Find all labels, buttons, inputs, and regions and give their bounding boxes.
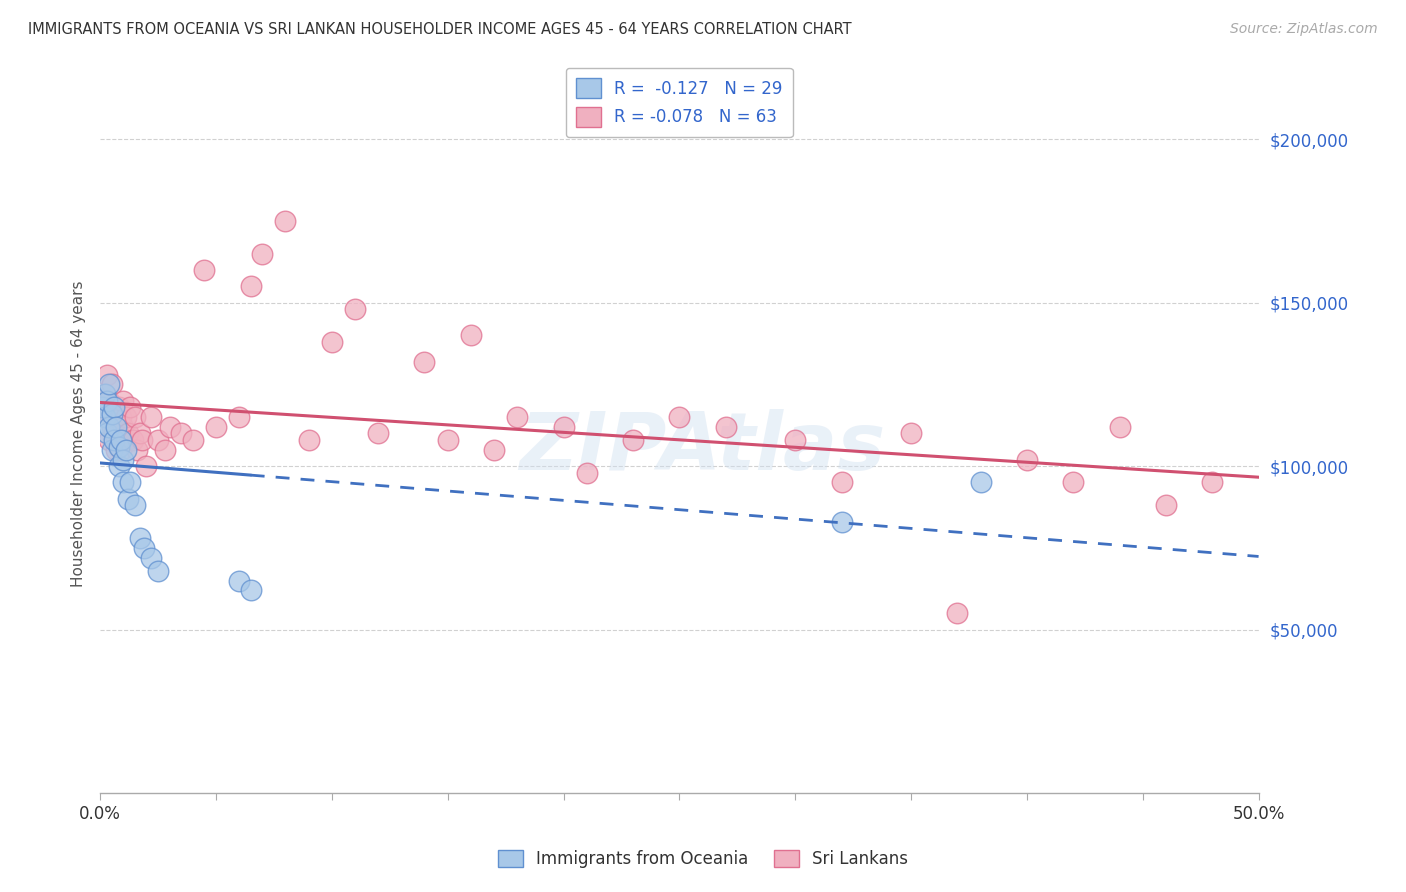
Point (343, 302, 366, 317)
Point (139, 550, 162, 565)
Point (100, 442, 122, 457)
Point (170, 426, 193, 441)
Point (831, 475, 853, 490)
Point (112, 452, 135, 467)
Point (159, 420, 181, 434)
Point (117, 426, 139, 441)
Point (153, 442, 176, 457)
Point (575, 466, 598, 480)
Point (193, 263, 215, 277)
Point (181, 433, 204, 447)
Point (1015, 452, 1038, 467)
Point (413, 354, 436, 368)
Point (107, 440, 129, 454)
Point (714, 420, 737, 434)
Point (94, 410, 117, 425)
Point (94, 387, 117, 401)
Point (110, 410, 132, 425)
Point (105, 420, 128, 434)
Point (105, 410, 128, 425)
Point (785, 433, 807, 447)
Point (969, 475, 991, 490)
Point (121, 433, 143, 447)
Point (110, 433, 132, 447)
Point (460, 328, 482, 343)
Point (96, 410, 118, 425)
Point (298, 433, 321, 447)
Point (98, 420, 121, 434)
Point (117, 491, 139, 506)
Point (1154, 499, 1177, 513)
Point (98, 377, 121, 392)
Point (112, 393, 135, 408)
Point (131, 433, 153, 447)
Point (1108, 420, 1130, 434)
Point (98, 433, 121, 447)
Point (110, 442, 132, 457)
Point (139, 410, 162, 425)
Point (91, 401, 114, 415)
Point (120, 401, 142, 415)
Y-axis label: Householder Income Ages 45 - 64 years: Householder Income Ages 45 - 64 years (72, 280, 86, 587)
Point (91, 401, 114, 415)
Point (114, 433, 136, 447)
Point (831, 515, 853, 529)
Legend: R =  -0.127   N = 29, R = -0.078   N = 63: R = -0.127 N = 29, R = -0.078 N = 63 (567, 68, 793, 136)
Point (274, 214, 297, 228)
Point (228, 410, 250, 425)
Point (506, 410, 529, 425)
Point (252, 246, 274, 260)
Point (205, 420, 228, 434)
Legend: Immigrants from Oceania, Sri Lankans: Immigrants from Oceania, Sri Lankans (491, 843, 915, 875)
Point (146, 564, 169, 578)
Point (553, 420, 575, 434)
Point (239, 583, 262, 598)
Point (127, 442, 149, 457)
Point (94, 387, 117, 401)
Text: Source: ZipAtlas.com: Source: ZipAtlas.com (1230, 22, 1378, 37)
Point (128, 426, 150, 441)
Point (482, 442, 505, 457)
Point (124, 410, 146, 425)
Point (621, 433, 644, 447)
Point (228, 574, 250, 588)
Point (112, 475, 135, 490)
Point (135, 459, 157, 474)
Point (100, 407, 122, 421)
Point (107, 433, 129, 447)
Point (96, 368, 118, 382)
Point (946, 606, 969, 620)
Point (100, 377, 122, 392)
Point (120, 475, 142, 490)
Point (436, 433, 458, 447)
Point (114, 442, 136, 457)
Point (96, 426, 118, 441)
Point (668, 410, 690, 425)
Point (1062, 475, 1084, 490)
Point (103, 401, 125, 415)
Text: ZIPAtlas: ZIPAtlas (519, 409, 886, 487)
Point (105, 442, 128, 457)
Point (900, 426, 922, 441)
Point (96, 393, 118, 408)
Point (103, 401, 125, 415)
Point (103, 433, 125, 447)
Point (367, 426, 389, 441)
Point (103, 426, 125, 441)
Point (146, 433, 169, 447)
Point (112, 420, 135, 434)
Point (134, 541, 156, 555)
Point (239, 279, 262, 293)
Point (128, 531, 150, 545)
Point (114, 410, 136, 425)
Point (100, 420, 122, 434)
Point (124, 499, 146, 513)
Point (321, 334, 343, 349)
Point (98, 393, 121, 408)
Point (107, 401, 129, 415)
Point (1201, 475, 1223, 490)
Text: IMMIGRANTS FROM OCEANIA VS SRI LANKAN HOUSEHOLDER INCOME AGES 45 - 64 YEARS CORR: IMMIGRANTS FROM OCEANIA VS SRI LANKAN HO… (28, 22, 852, 37)
Point (107, 459, 129, 474)
